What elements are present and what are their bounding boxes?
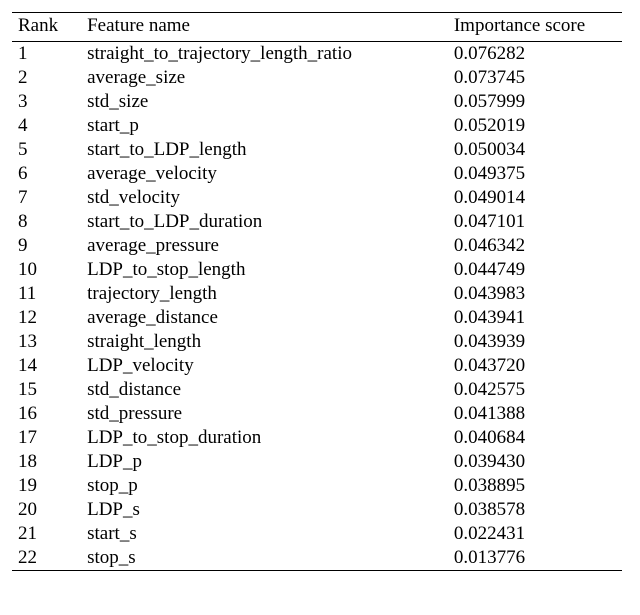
cell-rank: 19 [12,474,81,498]
cell-rank: 16 [12,402,81,426]
cell-rank: 11 [12,282,81,306]
table-row: 10LDP_to_stop_length0.044749 [12,258,622,282]
cell-rank: 18 [12,450,81,474]
cell-rank: 2 [12,66,81,90]
cell-feature: std_distance [81,378,448,402]
cell-rank: 9 [12,234,81,258]
cell-feature: average_pressure [81,234,448,258]
table-row: 11trajectory_length0.043983 [12,282,622,306]
cell-score: 0.052019 [448,114,622,138]
cell-feature: std_pressure [81,402,448,426]
cell-rank: 10 [12,258,81,282]
cell-feature: LDP_to_stop_duration [81,426,448,450]
col-header-rank: Rank [12,13,81,42]
table-row: 2average_size0.073745 [12,66,622,90]
cell-rank: 6 [12,162,81,186]
cell-feature: stop_p [81,474,448,498]
cell-score: 0.076282 [448,42,622,67]
cell-rank: 7 [12,186,81,210]
cell-feature: start_p [81,114,448,138]
cell-feature: trajectory_length [81,282,448,306]
cell-score: 0.040684 [448,426,622,450]
table-row: 19stop_p0.038895 [12,474,622,498]
cell-feature: straight_to_trajectory_length_ratio [81,42,448,67]
cell-score: 0.042575 [448,378,622,402]
cell-rank: 14 [12,354,81,378]
table-row: 15std_distance0.042575 [12,378,622,402]
cell-score: 0.049014 [448,186,622,210]
cell-feature: start_to_LDP_duration [81,210,448,234]
cell-rank: 22 [12,546,81,571]
cell-score: 0.057999 [448,90,622,114]
cell-feature: LDP_velocity [81,354,448,378]
cell-score: 0.043939 [448,330,622,354]
table-body: 1straight_to_trajectory_length_ratio0.07… [12,42,622,571]
cell-score: 0.050034 [448,138,622,162]
cell-rank: 20 [12,498,81,522]
col-header-feature: Feature name [81,13,448,42]
cell-feature: std_size [81,90,448,114]
cell-score: 0.022431 [448,522,622,546]
table-row: 20LDP_s0.038578 [12,498,622,522]
cell-feature: LDP_s [81,498,448,522]
cell-feature: average_velocity [81,162,448,186]
table-row: 9average_pressure0.046342 [12,234,622,258]
table-row: 8start_to_LDP_duration0.047101 [12,210,622,234]
col-header-score: Importance score [448,13,622,42]
cell-score: 0.039430 [448,450,622,474]
table-row: 14LDP_velocity0.043720 [12,354,622,378]
cell-feature: straight_length [81,330,448,354]
table-row: 17LDP_to_stop_duration0.040684 [12,426,622,450]
table-row: 12average_distance0.043941 [12,306,622,330]
cell-feature: std_velocity [81,186,448,210]
table-row: 22stop_s0.013776 [12,546,622,571]
cell-score: 0.043983 [448,282,622,306]
cell-score: 0.038578 [448,498,622,522]
cell-feature: start_to_LDP_length [81,138,448,162]
cell-rank: 17 [12,426,81,450]
cell-feature: LDP_to_stop_length [81,258,448,282]
cell-rank: 21 [12,522,81,546]
cell-feature: LDP_p [81,450,448,474]
cell-rank: 3 [12,90,81,114]
cell-rank: 5 [12,138,81,162]
table-header-row: Rank Feature name Importance score [12,13,622,42]
cell-score: 0.047101 [448,210,622,234]
cell-score: 0.049375 [448,162,622,186]
cell-feature: stop_s [81,546,448,571]
table-row: 13straight_length0.043939 [12,330,622,354]
table-row: 6average_velocity0.049375 [12,162,622,186]
table-row: 3std_size0.057999 [12,90,622,114]
cell-score: 0.046342 [448,234,622,258]
cell-score: 0.043941 [448,306,622,330]
cell-score: 0.041388 [448,402,622,426]
feature-importance-table: Rank Feature name Importance score 1stra… [12,12,622,571]
cell-rank: 8 [12,210,81,234]
cell-score: 0.044749 [448,258,622,282]
cell-rank: 15 [12,378,81,402]
table-row: 4start_p0.052019 [12,114,622,138]
table-row: 21start_s0.022431 [12,522,622,546]
cell-feature: start_s [81,522,448,546]
cell-rank: 1 [12,42,81,67]
cell-feature: average_distance [81,306,448,330]
cell-feature: average_size [81,66,448,90]
cell-rank: 12 [12,306,81,330]
table-row: 18LDP_p0.039430 [12,450,622,474]
table-row: 5start_to_LDP_length0.050034 [12,138,622,162]
cell-rank: 13 [12,330,81,354]
table-row: 1straight_to_trajectory_length_ratio0.07… [12,42,622,67]
cell-score: 0.013776 [448,546,622,571]
cell-rank: 4 [12,114,81,138]
cell-score: 0.043720 [448,354,622,378]
table-row: 16std_pressure0.041388 [12,402,622,426]
cell-score: 0.038895 [448,474,622,498]
table-row: 7std_velocity0.049014 [12,186,622,210]
cell-score: 0.073745 [448,66,622,90]
